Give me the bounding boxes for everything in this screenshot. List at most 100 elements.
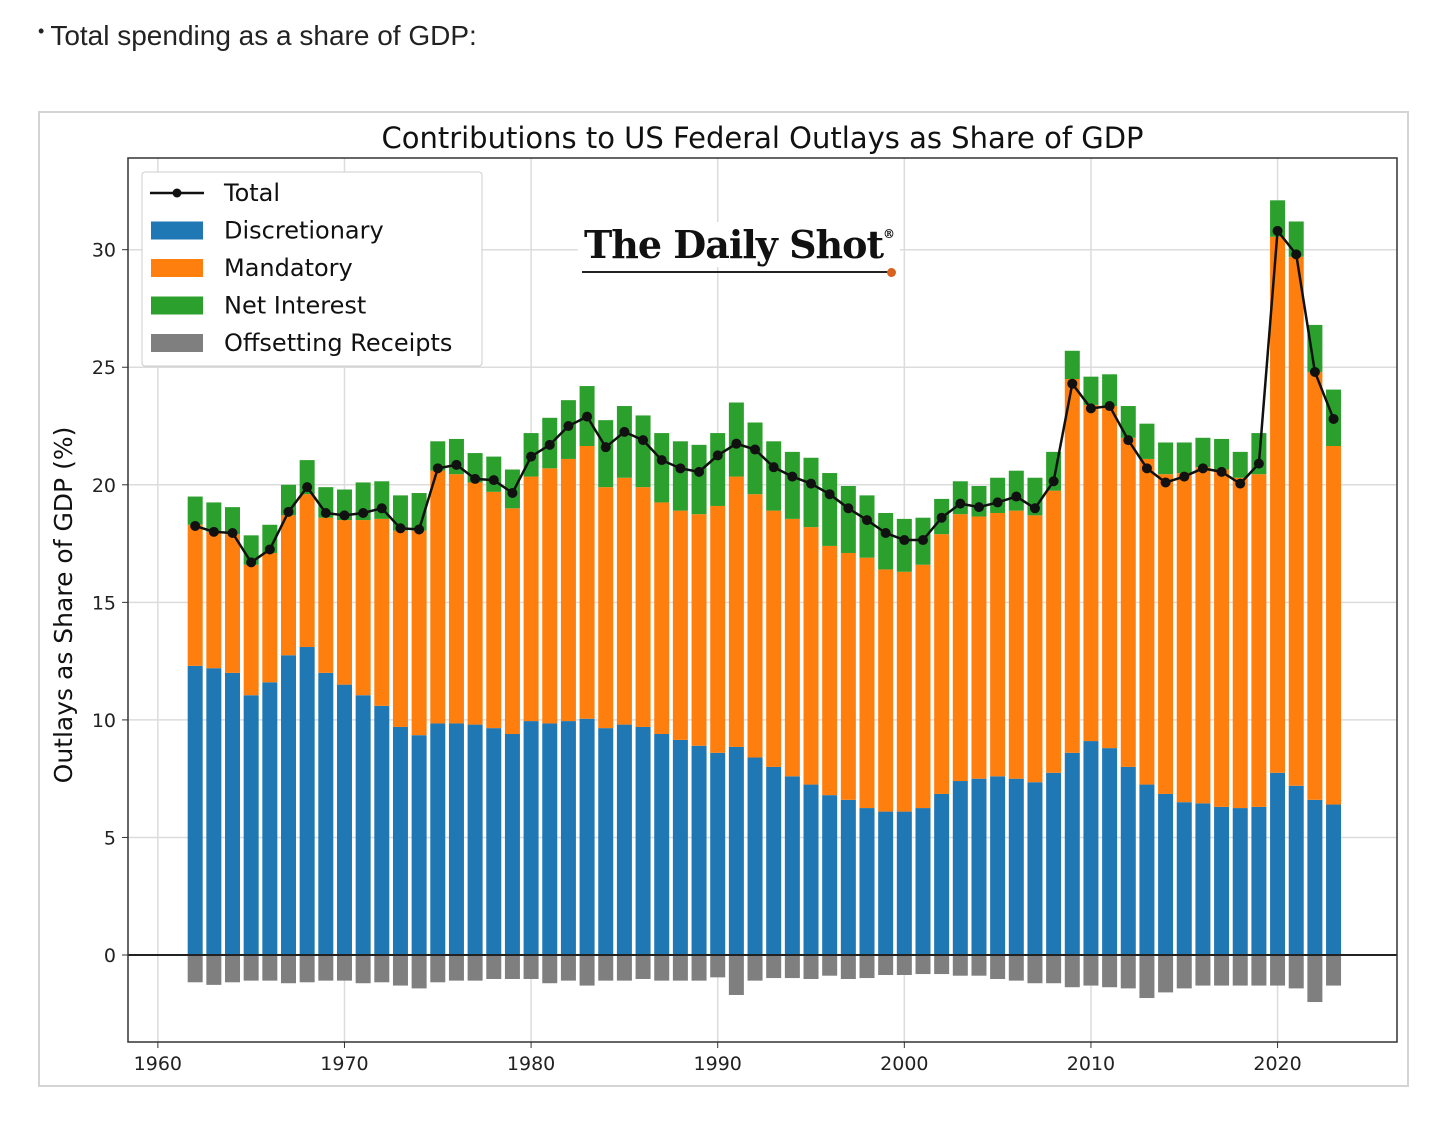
bar-mandatory xyxy=(952,514,968,782)
x-tick-label: 2010 xyxy=(1067,1053,1115,1075)
bar-discretionary xyxy=(1139,784,1155,956)
total-point xyxy=(1067,378,1078,389)
bar-net-interest xyxy=(896,518,912,572)
bar-discretionary xyxy=(616,724,632,956)
bar-discretionary xyxy=(1288,785,1304,956)
bar-offsetting-receipts xyxy=(1046,955,1062,984)
bar-discretionary xyxy=(971,778,987,956)
bar-offsetting-receipts xyxy=(1139,955,1155,999)
bar-discretionary xyxy=(374,705,390,956)
bar-net-interest xyxy=(672,441,688,511)
bar-offsetting-receipts xyxy=(766,955,782,979)
bar-mandatory xyxy=(318,517,334,673)
bar-mandatory xyxy=(616,477,632,725)
total-point xyxy=(451,459,462,470)
total-point xyxy=(768,462,779,473)
total-point xyxy=(208,526,219,537)
bar-discretionary xyxy=(1102,748,1118,956)
total-point xyxy=(656,455,667,466)
bar-offsetting-receipts xyxy=(504,955,520,979)
logo-text: The Daily Shot xyxy=(584,222,884,267)
y-tick-label: 30 xyxy=(92,240,116,262)
bar-mandatory xyxy=(598,487,614,729)
bar-offsetting-receipts xyxy=(747,955,763,981)
bar-net-interest xyxy=(225,507,241,535)
total-point xyxy=(1085,403,1096,414)
bar-mandatory xyxy=(840,552,856,800)
bar-offsetting-receipts xyxy=(1214,955,1230,986)
bar-discretionary xyxy=(1270,772,1286,956)
bar-discretionary xyxy=(952,781,968,956)
bar-mandatory xyxy=(1288,256,1304,786)
bar-mandatory xyxy=(187,524,203,666)
bar-discretionary xyxy=(691,745,707,956)
total-point xyxy=(917,535,928,546)
bar-mandatory xyxy=(1195,467,1211,804)
bar-offsetting-receipts xyxy=(990,955,1006,979)
bar-net-interest xyxy=(1232,451,1248,478)
total-point xyxy=(992,497,1003,508)
bar-offsetting-receipts xyxy=(187,955,203,983)
bar-mandatory xyxy=(710,505,726,753)
bar-offsetting-receipts xyxy=(411,955,427,989)
bar-mandatory xyxy=(1027,515,1043,783)
bar-mandatory xyxy=(635,487,651,727)
bar-net-interest xyxy=(766,441,782,511)
total-point xyxy=(731,438,742,449)
bar-mandatory xyxy=(392,530,408,727)
total-point xyxy=(1272,225,1283,236)
bar-offsetting-receipts xyxy=(952,955,968,976)
bar-discretionary xyxy=(990,776,1006,956)
y-tick-label: 20 xyxy=(92,475,116,497)
x-tick-label: 2000 xyxy=(880,1053,928,1075)
bar-discretionary xyxy=(1064,752,1080,956)
bar-offsetting-receipts xyxy=(691,955,707,981)
bar-mandatory xyxy=(411,530,427,736)
bar-discretionary xyxy=(225,672,241,956)
total-point xyxy=(1328,413,1339,424)
total-point xyxy=(806,478,817,489)
total-point xyxy=(376,503,387,514)
bar-discretionary xyxy=(822,795,838,956)
bar-net-interest xyxy=(1064,350,1080,379)
bar-discretionary xyxy=(467,724,483,956)
bar-mandatory xyxy=(523,476,539,722)
bar-offsetting-receipts xyxy=(1120,955,1136,989)
bar-net-interest xyxy=(1139,423,1155,459)
total-point xyxy=(862,515,873,526)
bar-offsetting-receipts xyxy=(1083,955,1099,986)
bar-discretionary xyxy=(1307,799,1323,956)
logo-registered-mark: ® xyxy=(883,227,895,241)
total-point xyxy=(544,439,555,450)
bar-discretionary xyxy=(486,728,502,956)
bar-mandatory xyxy=(504,508,520,735)
legend-swatch-net-interest xyxy=(151,296,203,315)
total-point xyxy=(1029,503,1040,514)
bar-offsetting-receipts xyxy=(355,955,371,984)
total-point xyxy=(246,557,257,568)
bar-net-interest xyxy=(1158,442,1174,475)
bar-discretionary xyxy=(1083,741,1099,956)
bar-offsetting-receipts xyxy=(635,955,651,979)
bar-mandatory xyxy=(243,564,259,696)
bar-discretionary xyxy=(1214,806,1230,956)
bar-mandatory xyxy=(878,569,894,812)
bar-net-interest xyxy=(635,415,651,488)
x-tick-label: 1990 xyxy=(694,1053,742,1075)
y-tick-label: 0 xyxy=(104,945,116,967)
bar-offsetting-receipts xyxy=(225,955,241,983)
bar-net-interest xyxy=(878,513,894,570)
total-point xyxy=(1048,476,1059,487)
bar-offsetting-receipts xyxy=(448,955,464,981)
bar-discretionary xyxy=(598,728,614,956)
bar-mandatory xyxy=(728,476,744,747)
total-point xyxy=(526,451,537,462)
bar-mandatory xyxy=(1307,371,1323,800)
bar-offsetting-receipts xyxy=(318,955,334,981)
bar-discretionary xyxy=(1027,782,1043,956)
legend-swatch-mandatory xyxy=(151,259,203,277)
bar-discretionary xyxy=(672,739,688,956)
legend-swatch-offsetting-receipts xyxy=(151,334,203,352)
bar-offsetting-receipts xyxy=(915,955,931,975)
bar-offsetting-receipts xyxy=(486,955,502,979)
